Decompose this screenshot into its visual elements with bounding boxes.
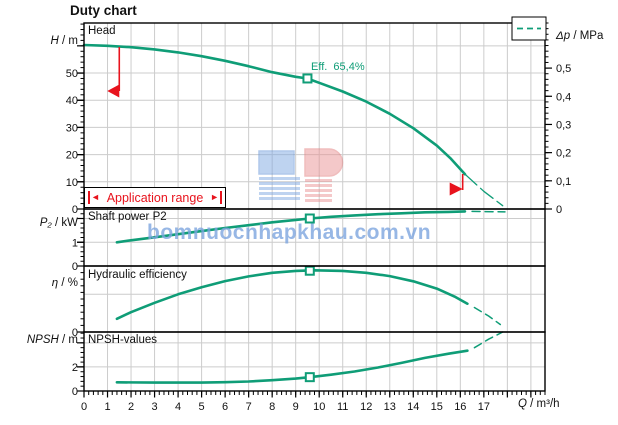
- y-tick-label: 0: [72, 261, 78, 273]
- x-tick-label: 6: [222, 401, 228, 413]
- page-title: Duty chart: [70, 3, 137, 18]
- logo-shape: [305, 194, 332, 197]
- logo-shape: [305, 199, 332, 202]
- y-tick-label: 2: [72, 362, 78, 374]
- x-tick-label: 1: [104, 401, 110, 413]
- npsh-axis-label: NPSH / m: [26, 334, 78, 346]
- head-axis-label: H / m: [50, 35, 78, 47]
- y-tick-label: 1: [72, 237, 78, 249]
- y-tick-label: 10: [66, 177, 78, 189]
- panel-title-p2: Shaft power P2: [88, 211, 167, 223]
- p2-extrapolated-curve: [471, 210, 506, 213]
- logo-shape: [305, 189, 332, 192]
- x-tick-label: 8: [269, 401, 275, 413]
- head-extrapolated-curve: [464, 173, 504, 207]
- x-tick-label: 11: [337, 401, 348, 413]
- x-tick-label: 9: [293, 401, 299, 413]
- q-axis-label: Q / m³/h: [518, 398, 560, 410]
- application-range-box: ◄ Application range ►: [84, 187, 226, 208]
- x-tick-label: 0: [81, 401, 87, 413]
- dp-tick-label: 0,1: [556, 176, 571, 188]
- x-tick-label: 2: [128, 401, 134, 413]
- x-tick-label: 4: [175, 401, 181, 413]
- y-tick-label: 40: [66, 95, 78, 107]
- npsh-extrapolated-curve: [473, 331, 504, 349]
- logo-shape: [259, 177, 300, 180]
- panel-title-eta: Hydraulic efficiency: [88, 269, 187, 281]
- logo-shape: [305, 179, 332, 182]
- logo-shape: [258, 150, 295, 175]
- x-tick-label: 16: [454, 401, 466, 413]
- x-tick-label: 13: [384, 401, 396, 413]
- range-marker-left-icon: [107, 84, 120, 98]
- duty-point-marker: [302, 73, 313, 84]
- dp-tick-label: 0,5: [556, 63, 571, 75]
- x-tick-label: 10: [313, 401, 325, 413]
- y-tick-label: 30: [66, 122, 78, 134]
- x-tick-label: 12: [360, 401, 372, 413]
- logo-shape: [305, 184, 332, 187]
- y-tick-label: 0: [72, 204, 78, 216]
- x-tick-label: 17: [478, 401, 490, 413]
- range-marker-right-icon: [449, 182, 463, 196]
- panel-title-npsh: NPSH-values: [88, 334, 158, 346]
- eta-solid-curve: [115, 268, 469, 321]
- p2-axis-label: P₂ / kW: [39, 217, 78, 229]
- panel-title-head: Head: [88, 25, 116, 37]
- logo-shape: [259, 197, 300, 200]
- y-tick-label: 20: [66, 150, 78, 162]
- logo-shape: [304, 148, 344, 177]
- duty-point-marker: [304, 265, 315, 276]
- dp-tick-label: 0,2: [556, 148, 571, 160]
- dp-tick-label: 0,3: [556, 119, 571, 131]
- logo-shape: [259, 192, 300, 195]
- logo-shape: [259, 187, 300, 190]
- y-tick-label: 0: [72, 386, 78, 398]
- watermark-logo-icon: [258, 148, 344, 202]
- range-left-arrow-icon: ◄: [88, 191, 100, 204]
- duty-point-marker: [304, 372, 315, 383]
- range-right-arrow-icon: ►: [210, 191, 222, 204]
- watermark-text: bomnuocnhapkhau.com.vn: [147, 221, 432, 244]
- dp-tick-label: 0: [556, 204, 562, 216]
- dp-axis-label: Δp / MPa: [556, 30, 604, 42]
- x-tick-label: 14: [407, 401, 419, 413]
- y-tick-label: 0: [72, 327, 78, 339]
- x-tick-label: 5: [199, 401, 205, 413]
- duty-point-label: Eff. 65,4%: [311, 61, 365, 73]
- logo-shape: [259, 182, 300, 185]
- p2-solid-curve: [115, 210, 467, 244]
- application-range-label: Application range: [106, 190, 204, 205]
- duty-point-marker: [304, 213, 315, 224]
- eta-axis-label: η / %: [51, 277, 78, 289]
- eta-extrapolated-curve: [473, 306, 502, 326]
- y-tick-label: 50: [66, 68, 78, 80]
- head-solid-curve: [82, 43, 467, 176]
- x-tick-label: 7: [246, 401, 252, 413]
- dp-tick-label: 0,4: [556, 91, 571, 103]
- x-tick-label: 3: [151, 401, 157, 413]
- x-tick-label: 15: [431, 401, 443, 413]
